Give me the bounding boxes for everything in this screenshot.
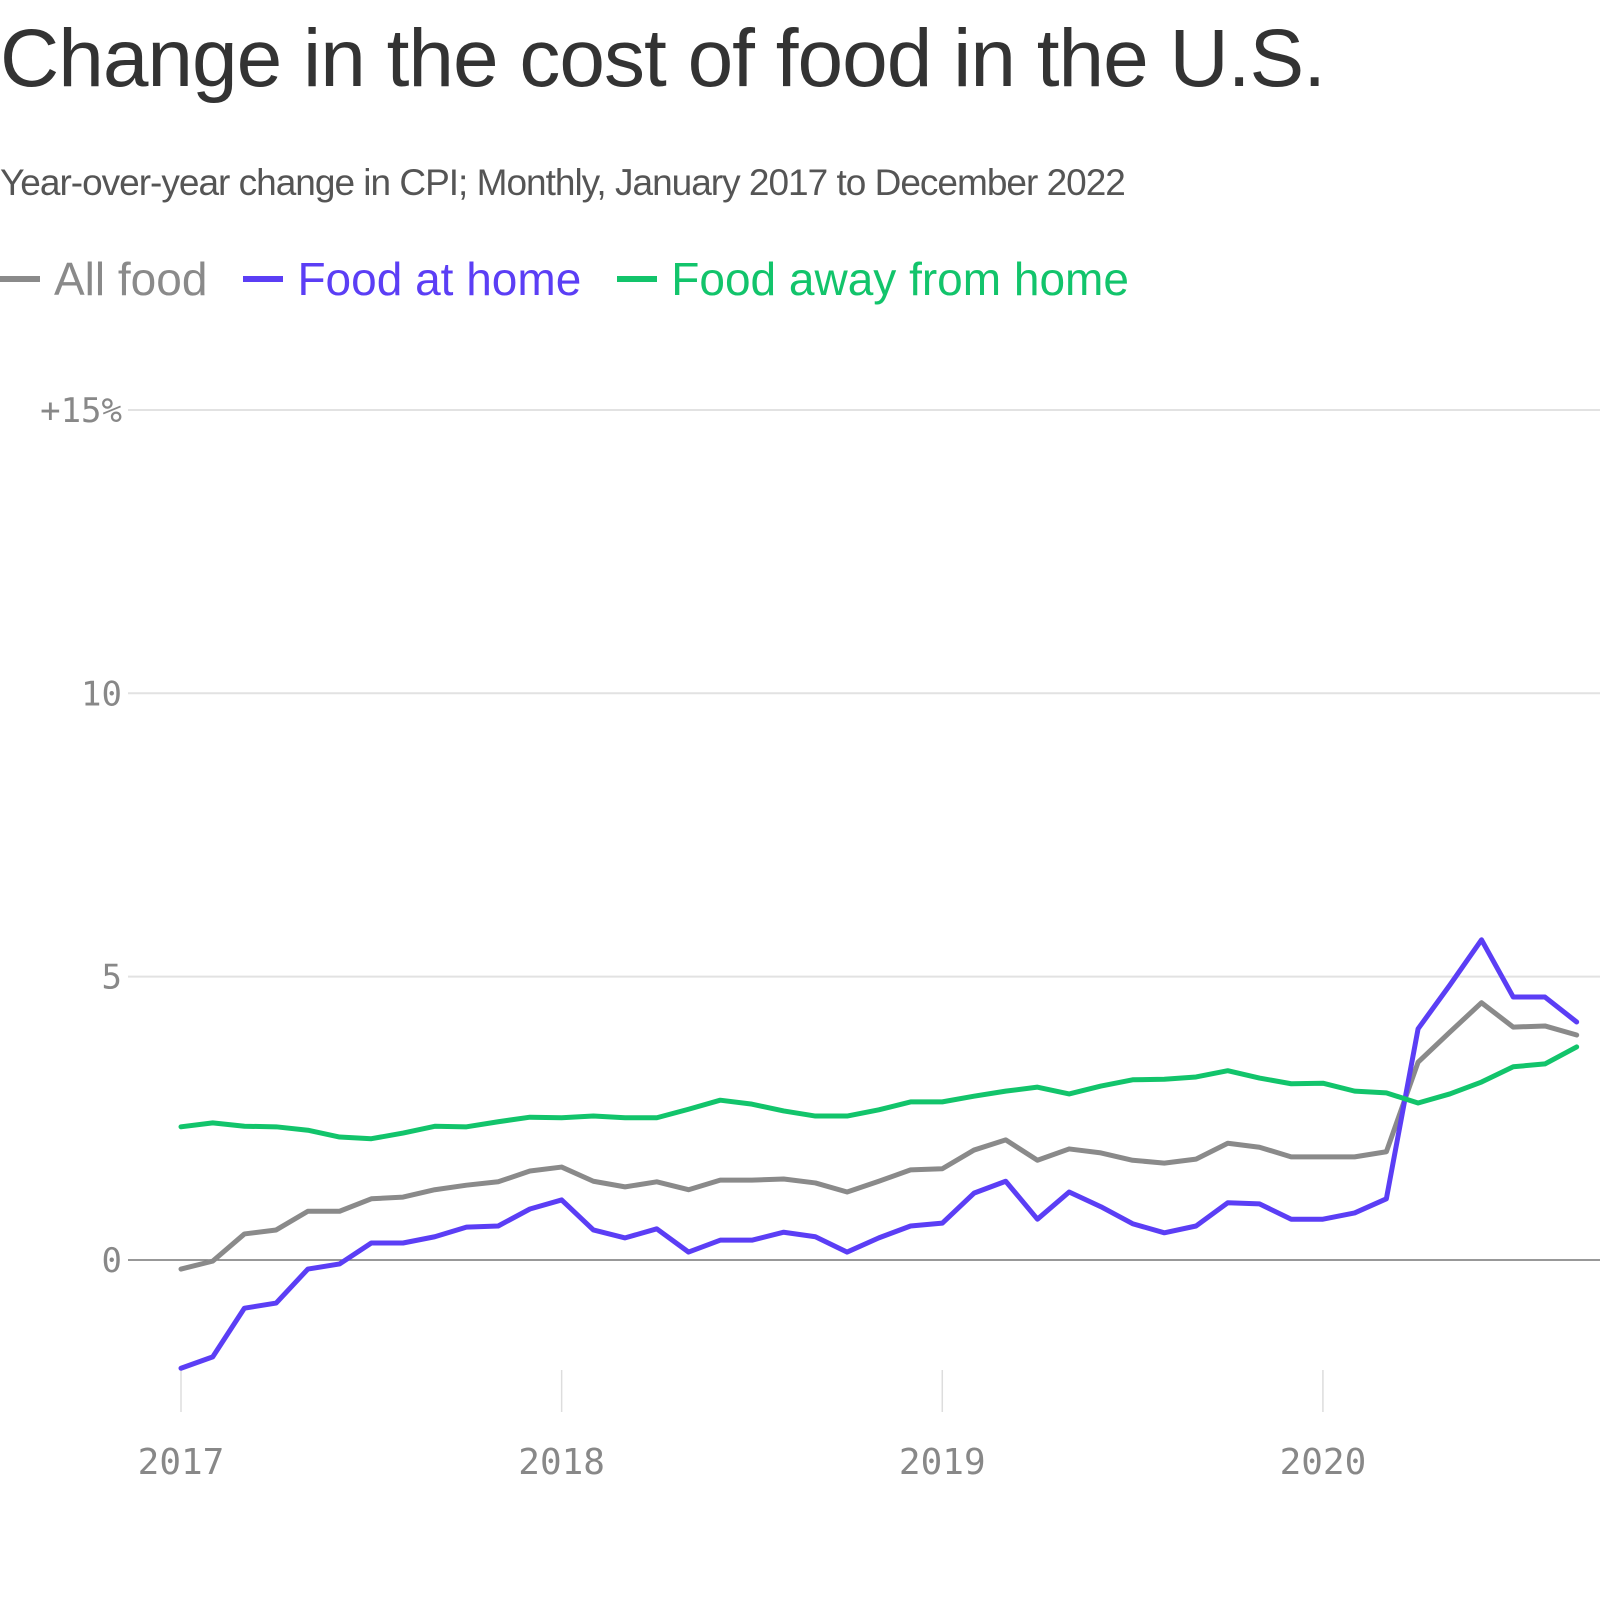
legend-label: All food [54,253,208,305]
x-tick-label: 2018 [518,1442,605,1483]
series-line-all-food [178,1000,1580,1272]
y-tick-label: 5 [102,958,122,998]
legend-item-food-at-home: Food at home [243,252,581,306]
legend-label: Food away from home [671,253,1129,305]
x-axis-ticks: 2017 2018 2019 2020 [138,1370,1367,1483]
legend-item-all-food: All food [0,252,207,306]
legend-swatch [0,276,40,282]
legend-swatch [617,276,658,282]
chart-title: Change in the cost of food in the U.S. [0,13,1326,104]
y-tick-label: +15% [40,391,122,431]
gridlines [128,408,1600,1261]
x-tick-label: 2020 [1280,1442,1367,1483]
chart-subtitle: Year-over-year change in CPI; Monthly, J… [0,162,1126,203]
legend: All food Food at home Food away from hom… [0,252,1129,306]
series-line-food-at-home [178,937,1580,1371]
x-tick-label: 2019 [899,1442,986,1483]
y-tick-label: 10 [81,674,122,714]
series-lines [178,937,1580,1371]
y-axis-ticks: +15% 10 5 0 [40,391,122,1281]
y-tick-label: 0 [102,1241,122,1281]
series-line-food-away-from-home [178,1044,1580,1142]
legend-item-food-away-from-home: Food away from home [617,252,1129,306]
legend-swatch [243,276,284,282]
legend-label: Food at home [297,253,582,305]
x-tick-label: 2017 [138,1442,225,1483]
